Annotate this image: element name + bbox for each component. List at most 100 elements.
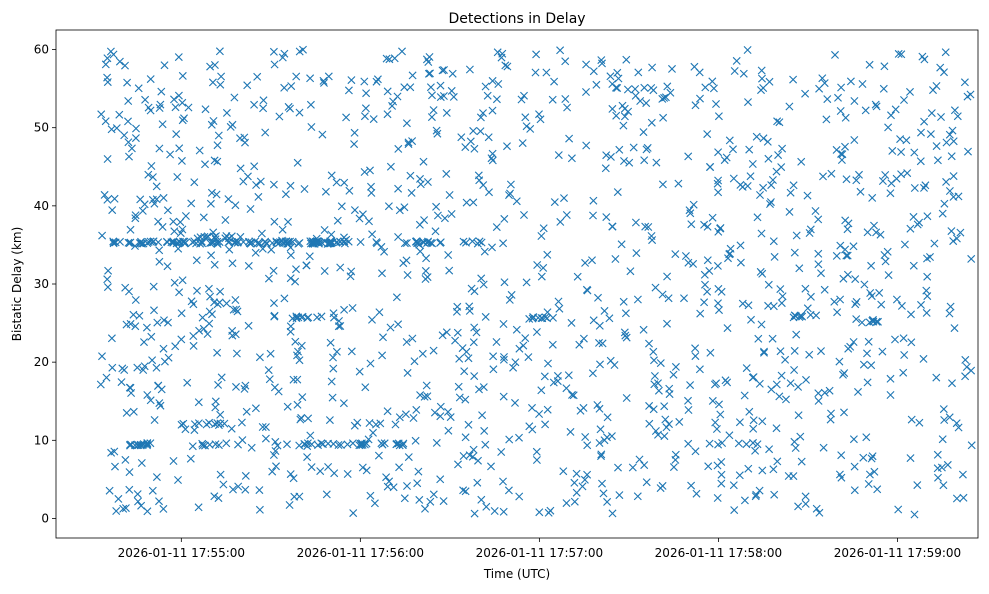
- data-point: [269, 180, 278, 189]
- data-point: [665, 384, 674, 393]
- data-point: [768, 334, 777, 343]
- data-point: [473, 478, 482, 487]
- data-point: [393, 92, 402, 101]
- data-point: [270, 217, 279, 226]
- data-point: [906, 454, 915, 463]
- y-tick-label: 10: [34, 433, 49, 447]
- data-point: [952, 234, 961, 243]
- data-point: [849, 242, 858, 251]
- data-point: [814, 249, 823, 258]
- data-point: [477, 274, 486, 283]
- data-point: [542, 68, 551, 77]
- data-point: [394, 320, 403, 329]
- data-point: [836, 241, 845, 250]
- data-point: [535, 508, 544, 517]
- data-point: [227, 232, 236, 241]
- data-point: [324, 463, 333, 471]
- data-point: [949, 237, 958, 246]
- data-point: [620, 328, 629, 337]
- data-point: [886, 189, 895, 198]
- data-point: [671, 455, 680, 464]
- data-point: [272, 462, 280, 471]
- data-point: [271, 447, 280, 455]
- data-point: [708, 77, 717, 86]
- data-point: [803, 191, 812, 200]
- data-point: [209, 228, 218, 237]
- data-point: [933, 450, 942, 459]
- data-point: [945, 130, 954, 139]
- data-point: [115, 110, 124, 119]
- data-point: [708, 213, 717, 222]
- data-point: [134, 497, 142, 506]
- data-point: [556, 217, 565, 226]
- data-point: [948, 126, 957, 135]
- data-point: [481, 440, 490, 449]
- data-point: [866, 289, 875, 297]
- data-point: [500, 353, 508, 361]
- data-point: [639, 128, 648, 137]
- data-point: [214, 380, 223, 389]
- data-point: [501, 61, 510, 70]
- data-point: [292, 314, 301, 323]
- data-point: [492, 338, 501, 346]
- data-point: [595, 439, 604, 447]
- data-point: [104, 266, 113, 275]
- data-point: [789, 75, 798, 84]
- data-point: [423, 239, 431, 247]
- data-point: [155, 497, 163, 506]
- data-point: [752, 490, 761, 499]
- data-point: [565, 134, 574, 143]
- data-point: [766, 198, 775, 207]
- data-point: [270, 60, 279, 69]
- data-point: [790, 346, 799, 355]
- data-point: [479, 280, 488, 289]
- data-point: [347, 347, 356, 356]
- data-point: [334, 322, 343, 331]
- data-point: [859, 360, 868, 369]
- data-point: [615, 145, 624, 154]
- data-point: [736, 241, 745, 250]
- data-point: [240, 384, 249, 393]
- data-point: [903, 169, 912, 178]
- data-point: [674, 179, 683, 188]
- data-point: [103, 155, 112, 163]
- data-point: [192, 256, 201, 265]
- data-point: [950, 106, 959, 115]
- data-point: [671, 362, 680, 371]
- data-point: [654, 379, 662, 388]
- data-point: [221, 216, 230, 224]
- data-point: [462, 238, 470, 247]
- data-point: [326, 338, 335, 347]
- data-point: [488, 243, 496, 252]
- data-point: [716, 224, 725, 232]
- data-point: [663, 319, 671, 328]
- data-point: [196, 233, 205, 242]
- data-point: [814, 215, 823, 224]
- data-point: [675, 417, 684, 426]
- data-point: [340, 178, 349, 187]
- data-point: [620, 157, 628, 165]
- data-point: [234, 440, 242, 449]
- data-point: [620, 112, 629, 121]
- data-point: [891, 105, 900, 114]
- data-point: [412, 405, 421, 414]
- data-point: [438, 66, 447, 75]
- data-point: [791, 444, 800, 452]
- data-point: [777, 299, 786, 308]
- data-point: [642, 478, 651, 487]
- data-point: [422, 55, 431, 64]
- data-point: [383, 87, 392, 96]
- data-point: [729, 481, 738, 490]
- data-point: [368, 230, 377, 239]
- data-point: [766, 200, 774, 208]
- data-point: [121, 504, 130, 513]
- data-point: [372, 77, 381, 86]
- data-point: [790, 366, 799, 374]
- data-point: [345, 186, 354, 195]
- data-point: [365, 217, 373, 226]
- data-point: [598, 479, 606, 488]
- data-point: [660, 93, 669, 102]
- data-point: [500, 278, 509, 287]
- data-point: [291, 277, 300, 286]
- data-point: [380, 247, 389, 256]
